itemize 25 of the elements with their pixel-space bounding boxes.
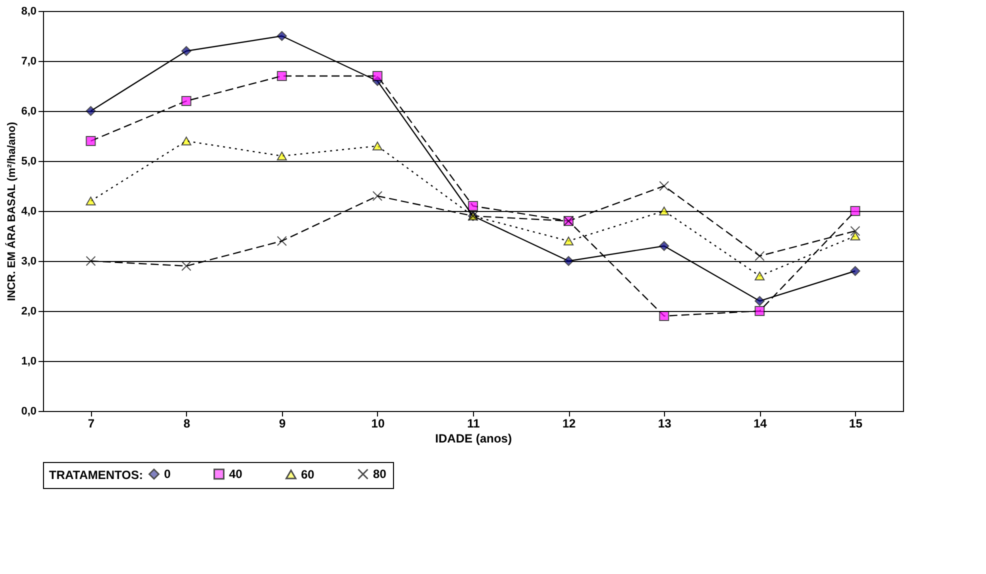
legend-label: 0 — [164, 467, 171, 482]
y-tick-label: 1,0 — [21, 356, 36, 368]
legend-label: 40 — [229, 467, 243, 482]
x-axis-title: IDADE (anos) — [435, 432, 512, 446]
y-tick-label: 5,0 — [21, 156, 36, 168]
y-tick-label: 4,0 — [21, 206, 36, 218]
legend-title: TRATAMENTOS: — [49, 468, 143, 482]
x-tick-label: 7 — [88, 416, 95, 430]
y-tick-label: 6,0 — [21, 106, 36, 118]
x-tick-label: 14 — [753, 416, 768, 430]
y-tick-label: 3,0 — [21, 256, 36, 268]
y-tick-label: 2,0 — [21, 306, 36, 318]
x-tick-label: 15 — [849, 416, 863, 430]
x-tick-label: 9 — [279, 416, 286, 430]
legend-label: 80 — [373, 467, 387, 482]
x-tick-label: 13 — [658, 416, 672, 430]
legend-label: 60 — [301, 467, 315, 482]
x-tick-label: 8 — [183, 416, 190, 430]
y-tick-label: 0,0 — [21, 406, 36, 418]
y-tick-label: 7,0 — [21, 56, 36, 68]
y-tick-label: 8,0 — [21, 6, 36, 18]
x-tick-label: 12 — [562, 416, 576, 430]
x-tick-label: 11 — [467, 416, 480, 430]
y-axis-title: INCR. EM ÁRA BASAL (m²/ha/ano) — [5, 122, 18, 302]
x-tick-label: 10 — [371, 416, 385, 430]
